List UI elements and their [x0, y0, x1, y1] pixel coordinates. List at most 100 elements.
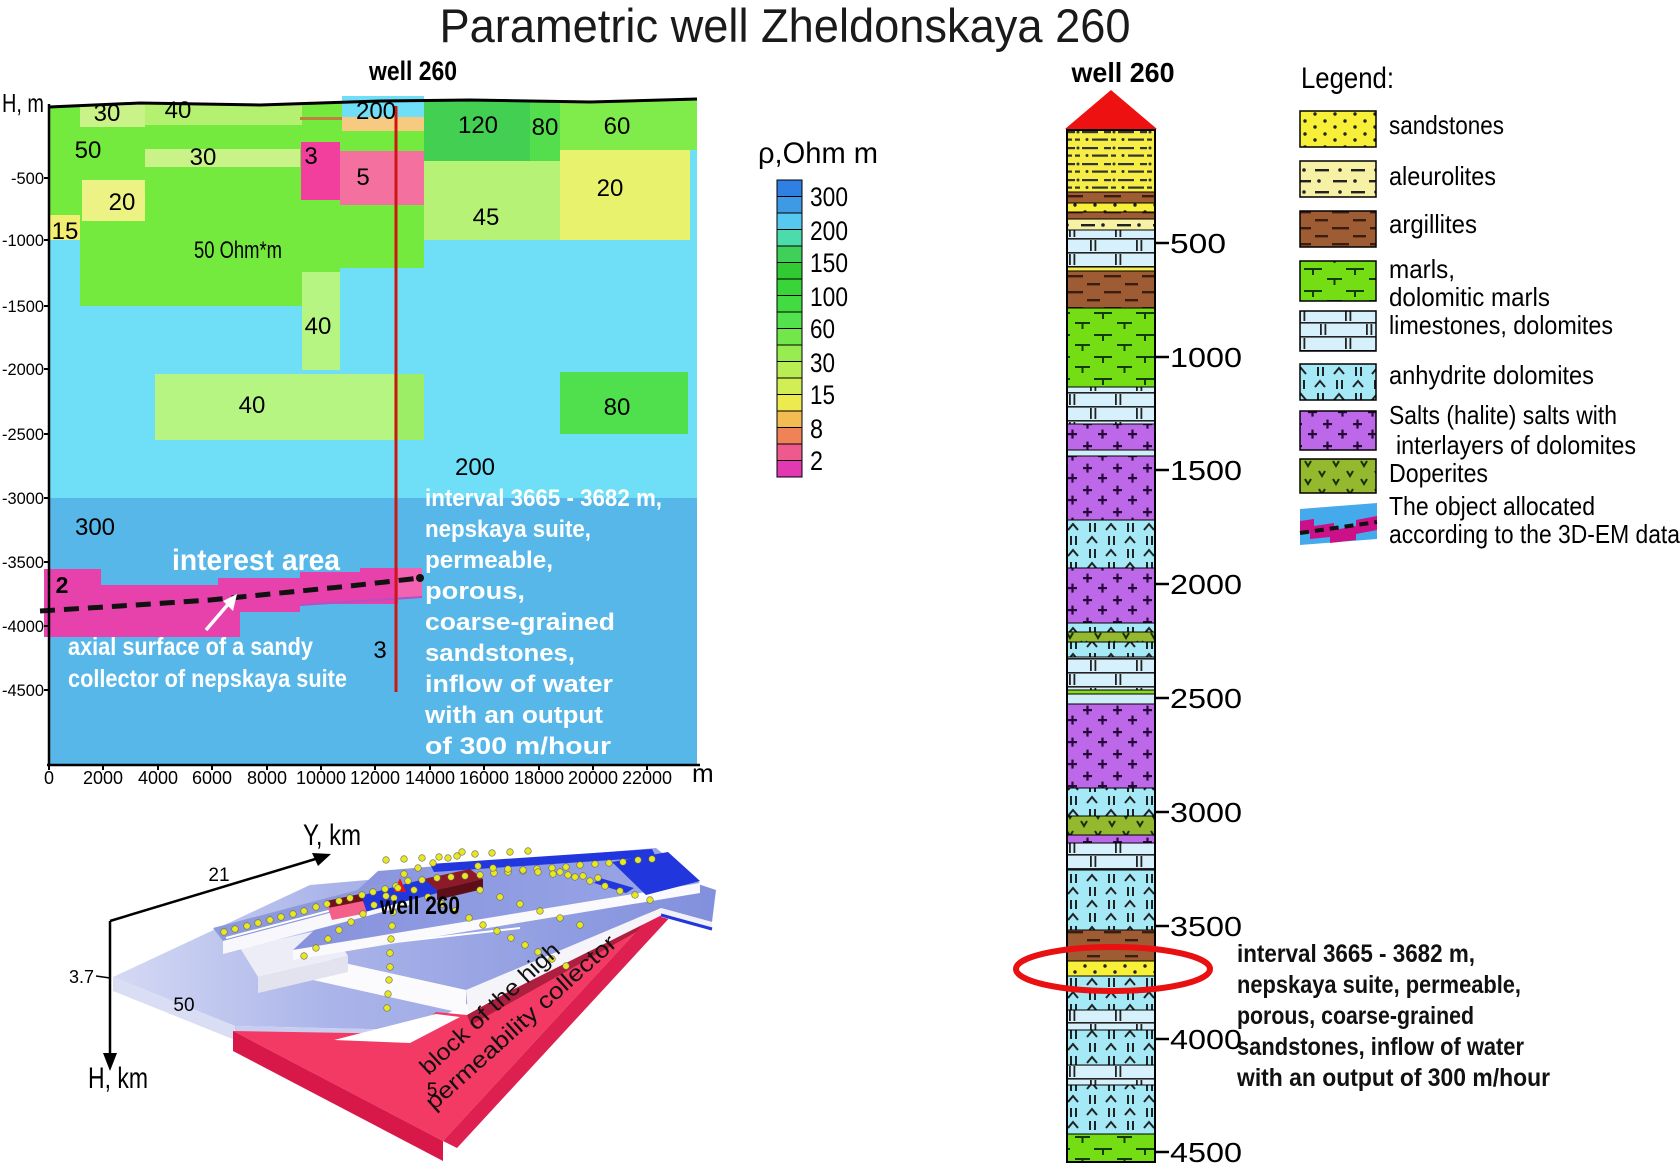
svg-text:20: 20: [597, 175, 624, 202]
svg-text:6000: 6000: [192, 768, 232, 788]
svg-text:well 260: well 260: [379, 892, 460, 920]
svg-text:8: 8: [810, 414, 823, 444]
svg-text:1500: 1500: [1170, 455, 1242, 486]
svg-text:50: 50: [75, 137, 102, 164]
svg-text:axial surface of a sandy: axial surface of a sandy: [68, 633, 313, 661]
svg-text:with an output of 300 m/hour: with an output of 300 m/hour: [1236, 1064, 1550, 1092]
svg-text:500: 500: [1170, 228, 1226, 259]
svg-text:18000: 18000: [514, 768, 564, 788]
svg-text:-3000: -3000: [2, 489, 44, 508]
svg-text:120: 120: [458, 112, 498, 139]
svg-text:16000: 16000: [459, 768, 509, 788]
svg-text:40: 40: [239, 392, 266, 419]
svg-text:4000: 4000: [1170, 1024, 1242, 1055]
svg-text:of 300 m/hour: of 300 m/hour: [425, 733, 611, 760]
svg-text:-4000: -4000: [2, 617, 44, 636]
svg-text:300: 300: [75, 514, 115, 541]
svg-text:80: 80: [532, 114, 559, 141]
svg-text:2: 2: [56, 572, 69, 598]
svg-text:4500: 4500: [1170, 1137, 1242, 1167]
svg-text:5: 5: [356, 164, 369, 191]
svg-text:21: 21: [208, 865, 229, 886]
svg-text:3500: 3500: [1170, 911, 1242, 942]
svg-text:Doperites: Doperites: [1389, 458, 1488, 488]
svg-text:200: 200: [356, 98, 396, 125]
svg-text:3: 3: [373, 637, 386, 664]
svg-text:ρ,Ohm m: ρ,Ohm m: [758, 137, 878, 170]
svg-text:permeable,: permeable,: [425, 547, 553, 574]
svg-text:sandstones, inflow of water: sandstones, inflow of water: [1237, 1033, 1524, 1061]
svg-text:Parametric well Zheldonskaya 2: Parametric well Zheldonskaya 260: [440, 0, 1131, 52]
svg-text:200: 200: [810, 216, 848, 246]
svg-text:-3500: -3500: [2, 553, 44, 572]
svg-text:-4500: -4500: [2, 681, 44, 700]
svg-text:2: 2: [810, 446, 823, 476]
svg-text:150: 150: [810, 248, 848, 278]
svg-text:Legend:: Legend:: [1301, 62, 1394, 95]
svg-text:Salts (halite) salts with: Salts (halite) salts with: [1389, 400, 1617, 430]
svg-text:-2000: -2000: [2, 360, 44, 379]
svg-text:40: 40: [165, 97, 192, 124]
svg-text:argillites: argillites: [1389, 209, 1477, 239]
svg-text:40: 40: [305, 313, 332, 340]
svg-text:interlayers of dolomites: interlayers of dolomites: [1396, 430, 1636, 460]
svg-text:nepskaya suite,: nepskaya suite,: [425, 516, 591, 543]
svg-text:15: 15: [52, 218, 79, 245]
svg-text:22000: 22000: [622, 768, 672, 788]
svg-text:60: 60: [604, 113, 631, 140]
svg-text:45: 45: [473, 204, 500, 231]
svg-text:3000: 3000: [1170, 797, 1242, 828]
svg-text:anhydrite dolomites: anhydrite dolomites: [1389, 360, 1594, 390]
svg-text:200: 200: [455, 454, 495, 481]
svg-text:dolomitic marls: dolomitic marls: [1389, 282, 1550, 312]
svg-text:12000: 12000: [350, 768, 400, 788]
svg-text:30: 30: [810, 348, 835, 378]
svg-text:sandstones: sandstones: [1389, 110, 1504, 140]
svg-text:with an output: with an output: [424, 702, 603, 729]
svg-text:-1500: -1500: [2, 297, 44, 316]
svg-text:20: 20: [109, 189, 136, 216]
svg-text:m: m: [692, 758, 714, 788]
svg-text:3.7: 3.7: [69, 967, 94, 987]
svg-text:marls,: marls,: [1389, 254, 1455, 284]
svg-text:50: 50: [173, 995, 194, 1016]
svg-text:interval 3665 - 3682 m,: interval 3665 - 3682 m,: [425, 485, 662, 512]
svg-text:3: 3: [304, 143, 317, 170]
svg-text:nepskaya suite, permeable,: nepskaya suite, permeable,: [1237, 971, 1521, 999]
svg-text:4000: 4000: [138, 768, 178, 788]
svg-text:30: 30: [190, 144, 217, 171]
svg-text:80: 80: [604, 394, 631, 421]
svg-text:-500: -500: [11, 169, 44, 188]
svg-text:inflow of water: inflow of water: [425, 671, 613, 698]
svg-text:Y, km: Y, km: [303, 819, 361, 852]
svg-text:2000: 2000: [1170, 569, 1242, 600]
svg-text:according to the 3D-EM data: according to the 3D-EM data: [1389, 519, 1680, 549]
svg-text:20000: 20000: [568, 768, 618, 788]
svg-text:H, m: H, m: [2, 88, 44, 118]
svg-text:porous, coarse-grained: porous, coarse-grained: [1237, 1002, 1474, 1030]
svg-text:The object allocated: The object allocated: [1389, 491, 1595, 521]
svg-text:2500: 2500: [1170, 683, 1242, 714]
svg-text:0: 0: [44, 768, 54, 788]
svg-text:coarse-grained: coarse-grained: [425, 609, 615, 636]
svg-text:sandstones,: sandstones,: [425, 640, 575, 667]
svg-text:300: 300: [810, 182, 848, 212]
svg-text:-2500: -2500: [2, 425, 44, 444]
svg-text:well 260: well 260: [368, 56, 457, 86]
svg-text:limestones, dolomites: limestones, dolomites: [1389, 310, 1613, 340]
svg-text:5: 5: [427, 1080, 438, 1101]
svg-text:100: 100: [810, 282, 848, 312]
svg-text:60: 60: [810, 314, 835, 344]
svg-text:1000: 1000: [1170, 342, 1242, 373]
svg-text:interest area: interest area: [172, 544, 340, 577]
svg-text:14000: 14000: [405, 768, 455, 788]
svg-text:well 260: well 260: [1071, 57, 1175, 88]
svg-text:10000: 10000: [296, 768, 346, 788]
svg-text:-1000: -1000: [2, 231, 44, 250]
svg-text:8000: 8000: [247, 768, 287, 788]
svg-text:2000: 2000: [83, 768, 123, 788]
svg-text:interval 3665 - 3682 m,: interval 3665 - 3682 m,: [1237, 940, 1475, 968]
svg-text:porous,: porous,: [425, 578, 525, 605]
svg-text:30: 30: [94, 100, 121, 127]
svg-text:15: 15: [810, 380, 835, 410]
